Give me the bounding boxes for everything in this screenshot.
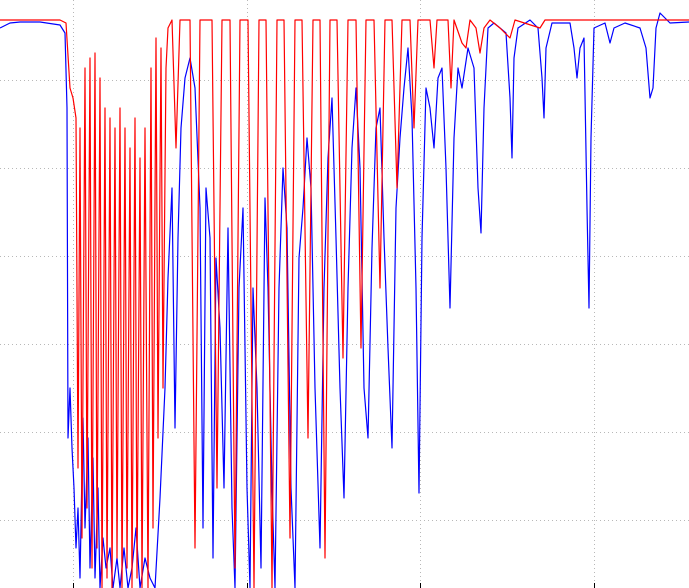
series-line <box>0 12 689 588</box>
series-line <box>0 19 689 588</box>
